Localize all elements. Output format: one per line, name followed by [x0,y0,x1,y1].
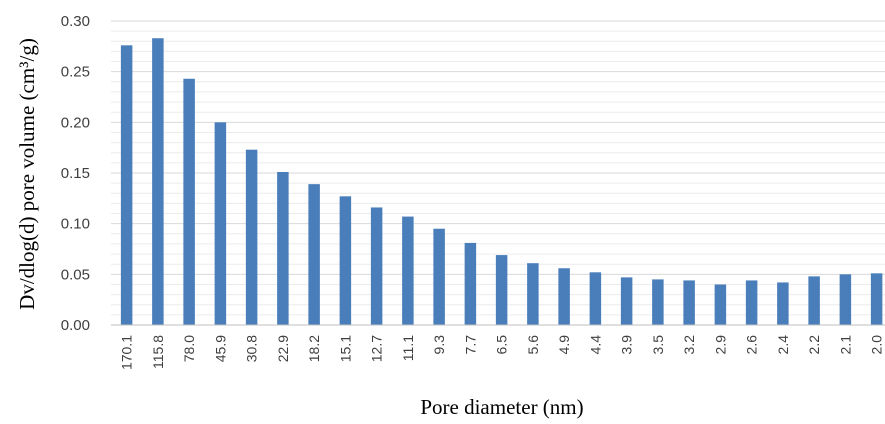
x-tick-label: 2.2 [806,335,822,355]
grid-lines [111,20,885,326]
x-axis-ticks: 170.1 115.8 78.0 45.9 30.8 22.9 18.2 15.1 12.7 11… [119,335,885,370]
bar [339,196,352,325]
bar [183,78,195,325]
x-axis-title: Pore diameter (nm) [420,395,583,419]
x-tick-label: 4.9 [556,335,572,355]
bar [714,284,727,325]
x-tick-label: 170.1 [119,335,135,370]
y-axis-ticks: 0.00 0.05 0.10 0.15 0.20 0.25 0.30 [61,13,90,334]
bar [433,228,445,325]
x-tick-label: 18.2 [306,335,322,362]
x-tick-label: 3.9 [619,335,635,355]
y-tick-label: 0.05 [61,266,90,283]
y-tick-label: 0.15 [61,165,90,182]
bar [683,280,695,325]
x-tick-label: 4.4 [587,335,603,355]
bar [308,184,320,325]
x-tick-label: 2.4 [775,335,791,355]
x-tick-label: 22.9 [275,335,291,362]
x-tick-label: 2.1 [837,335,853,355]
x-tick-label: 15.1 [337,335,353,362]
bar [527,263,539,325]
bar [870,273,883,325]
y-tick-label: 0.20 [61,114,90,131]
bar [464,242,477,325]
bar [120,45,133,325]
x-tick-label: 3.2 [681,335,697,355]
bar [370,207,383,325]
x-tick-label: 2.6 [744,335,760,355]
x-tick-label: 11.1 [400,335,416,361]
bar [777,282,789,325]
bar [745,280,758,325]
bar [245,149,258,325]
bar [589,272,602,325]
y-tick-label: 0.30 [61,13,90,30]
bar [839,274,852,325]
y-tick-label: 0.10 [61,216,90,233]
x-tick-label: 115.8 [150,335,166,369]
y-tick-label: 0.00 [61,317,90,334]
x-tick-label: 78.0 [181,335,197,362]
x-tick-label: 2.9 [712,335,728,355]
x-tick-label: 30.8 [244,335,260,362]
x-tick-label: 5.6 [525,335,541,355]
x-tick-label: 6.5 [494,335,510,355]
y-axis-title: Dv/dlog(d) pore volume (cm³/g) [15,38,39,310]
bar [152,38,164,326]
x-tick-label: 7.7 [462,335,478,355]
bar [558,268,570,325]
x-tick-label: 3.5 [650,335,666,355]
bar [214,122,227,325]
bar [808,276,820,325]
x-tick-label: 12.7 [369,335,385,362]
bar [402,216,414,325]
bar [277,171,289,325]
bars [120,38,883,326]
x-tick-label: 45.9 [212,335,228,362]
bar [652,279,664,325]
x-tick-label: 9.3 [431,335,447,355]
y-tick-label: 0.25 [61,64,90,81]
bar [620,277,633,325]
bar [495,255,508,325]
x-tick-label: 2.0 [869,335,885,355]
